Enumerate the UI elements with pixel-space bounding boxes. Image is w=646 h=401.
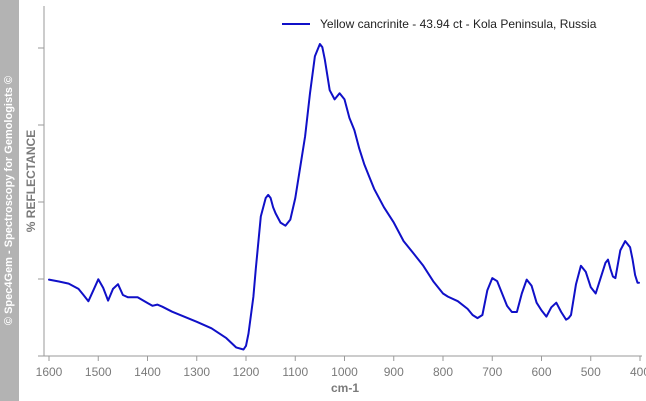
chart-axes: [43, 6, 642, 357]
x-tick-label-1400: 1400: [134, 365, 161, 379]
y-axis-title: % REFLECTANCE: [24, 130, 38, 232]
x-tick-label-1600: 1600: [36, 365, 63, 379]
x-tick-label-400: 400: [630, 365, 646, 379]
x-tick-label-1000: 1000: [331, 365, 358, 379]
y-ticks: [38, 47, 44, 357]
x-ticks: [48, 356, 641, 361]
x-axis-title: cm-1: [331, 381, 359, 395]
x-tick-label-700: 700: [482, 365, 502, 379]
series-group: [48, 43, 640, 351]
x-tick-label-600: 600: [531, 365, 551, 379]
sidebar-strip: © Spec4Gem - Spectroscopy for Gemologist…: [0, 0, 19, 401]
x-tick-label-500: 500: [581, 365, 601, 379]
x-tick-label-800: 800: [433, 365, 453, 379]
x-tick-label-1300: 1300: [183, 365, 210, 379]
x-tick-label-900: 900: [384, 365, 404, 379]
x-tick-labels: 1600 1500 1400 1300 1200 1100 1000 900 800 700 600…: [36, 365, 646, 379]
legend-label: Yellow cancrinite - 43.94 ct - Kola Peni…: [320, 17, 597, 31]
x-tick-label-1500: 1500: [85, 365, 112, 379]
x-tick-label-1100: 1100: [282, 365, 308, 379]
legend: Yellow cancrinite - 43.94 ct - Kola Peni…: [282, 17, 597, 31]
series-line: [48, 43, 640, 351]
x-tick-label-1200: 1200: [233, 365, 260, 379]
